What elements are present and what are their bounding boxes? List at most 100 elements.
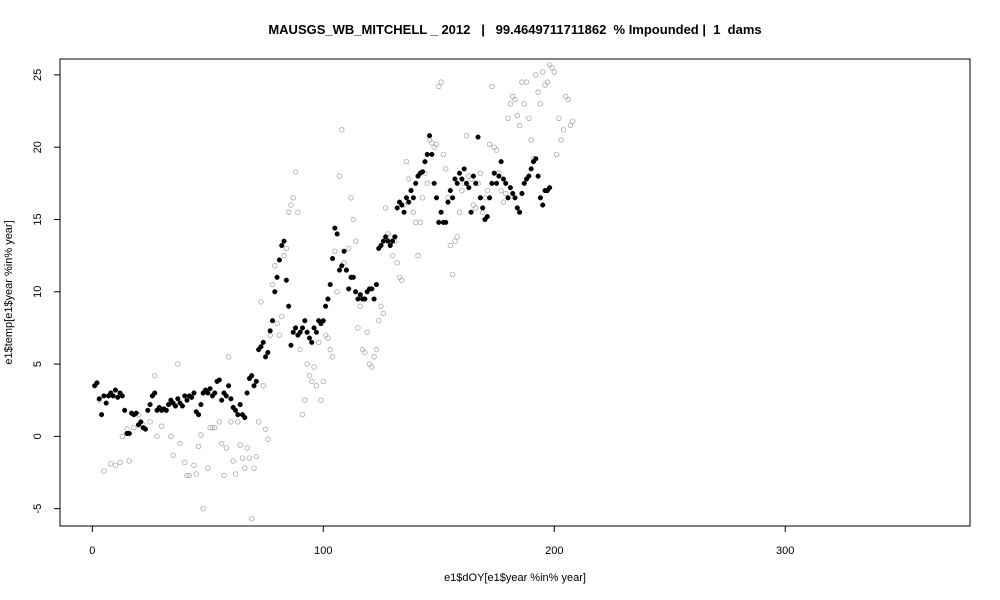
data-point [281, 252, 287, 259]
data-point [179, 403, 185, 409]
data-point [299, 325, 306, 331]
data-point [528, 166, 534, 172]
data-point [412, 219, 419, 226]
data-point [540, 202, 546, 208]
data-point [500, 199, 507, 205]
data-point [376, 317, 382, 324]
data-point [567, 122, 574, 129]
data-point [332, 225, 338, 231]
data-point [184, 472, 190, 479]
data-point [343, 267, 349, 273]
data-point [309, 378, 315, 385]
data-point [191, 390, 197, 396]
data-point [163, 407, 169, 413]
data-point [168, 433, 174, 440]
data-point [302, 397, 308, 403]
y-tick-label: 5 [32, 361, 44, 367]
data-point [306, 335, 312, 341]
data-point [219, 397, 225, 403]
data-point [438, 79, 444, 85]
x-tick-label: 0 [89, 545, 95, 557]
data-point [218, 440, 225, 447]
data-point [232, 407, 239, 413]
data-point [394, 260, 400, 266]
data-point [399, 202, 405, 208]
data-point [390, 238, 396, 244]
data-point [565, 96, 571, 103]
data-point [269, 318, 276, 324]
data-point [232, 471, 239, 477]
data-point [279, 242, 285, 249]
data-point [429, 151, 435, 157]
series-filled-circles [92, 133, 553, 437]
y-axis: -5 0 5 10 15 20 25 [32, 69, 61, 514]
data-point [228, 396, 234, 402]
data-point [553, 151, 560, 158]
data-point [302, 318, 308, 324]
data-point [182, 459, 188, 466]
data-point [276, 332, 283, 338]
data-point [433, 141, 440, 148]
data-point [158, 423, 165, 429]
data-point [419, 195, 426, 201]
data-point [510, 190, 516, 197]
data-point [110, 393, 116, 399]
data-point [189, 394, 195, 400]
data-point [505, 115, 511, 121]
data-point [336, 173, 343, 179]
data-point [318, 397, 324, 403]
data-point [410, 195, 416, 201]
data-point [477, 170, 484, 176]
data-point [417, 219, 424, 226]
data-point [371, 354, 377, 360]
data-point [491, 170, 497, 176]
data-point [459, 187, 465, 194]
x-tick-label: 300 [776, 545, 794, 557]
y-tick-label: 15 [32, 213, 44, 225]
data-point [387, 242, 393, 249]
data-point [228, 419, 234, 425]
data-point [226, 383, 232, 389]
data-point [154, 433, 160, 440]
data-point [115, 394, 121, 400]
series-open-circles [96, 62, 576, 522]
data-point [440, 151, 447, 158]
data-point [267, 328, 273, 334]
data-point [327, 281, 333, 288]
data-point [205, 390, 211, 396]
data-point [313, 383, 320, 389]
data-point [353, 289, 359, 295]
data-point [357, 292, 363, 298]
data-point [329, 354, 336, 360]
data-point [200, 505, 206, 512]
data-point [507, 185, 513, 191]
data-point [216, 377, 222, 383]
data-point [260, 339, 266, 345]
x-axis: 0 100 200 300 [89, 525, 794, 557]
data-point [482, 195, 488, 201]
data-point [246, 455, 253, 461]
data-point [258, 344, 264, 350]
data-point [449, 271, 456, 278]
y-tick-label: 20 [32, 141, 44, 153]
data-point [420, 169, 426, 175]
data-point [560, 127, 567, 133]
data-point [350, 216, 357, 223]
data-point [486, 141, 493, 148]
data-point [182, 393, 188, 399]
data-point [551, 69, 557, 75]
data-point [126, 458, 132, 464]
data-point [436, 83, 442, 90]
data-point [406, 199, 412, 205]
data-point [297, 329, 303, 335]
data-point [223, 393, 229, 399]
data-point [447, 188, 453, 194]
data-point [198, 432, 204, 438]
data-point [327, 346, 333, 353]
y-tick-label: 0 [32, 433, 44, 439]
y-tick-label: 10 [32, 286, 44, 298]
data-point [470, 173, 476, 179]
data-point [172, 403, 179, 409]
data-point [503, 180, 509, 186]
